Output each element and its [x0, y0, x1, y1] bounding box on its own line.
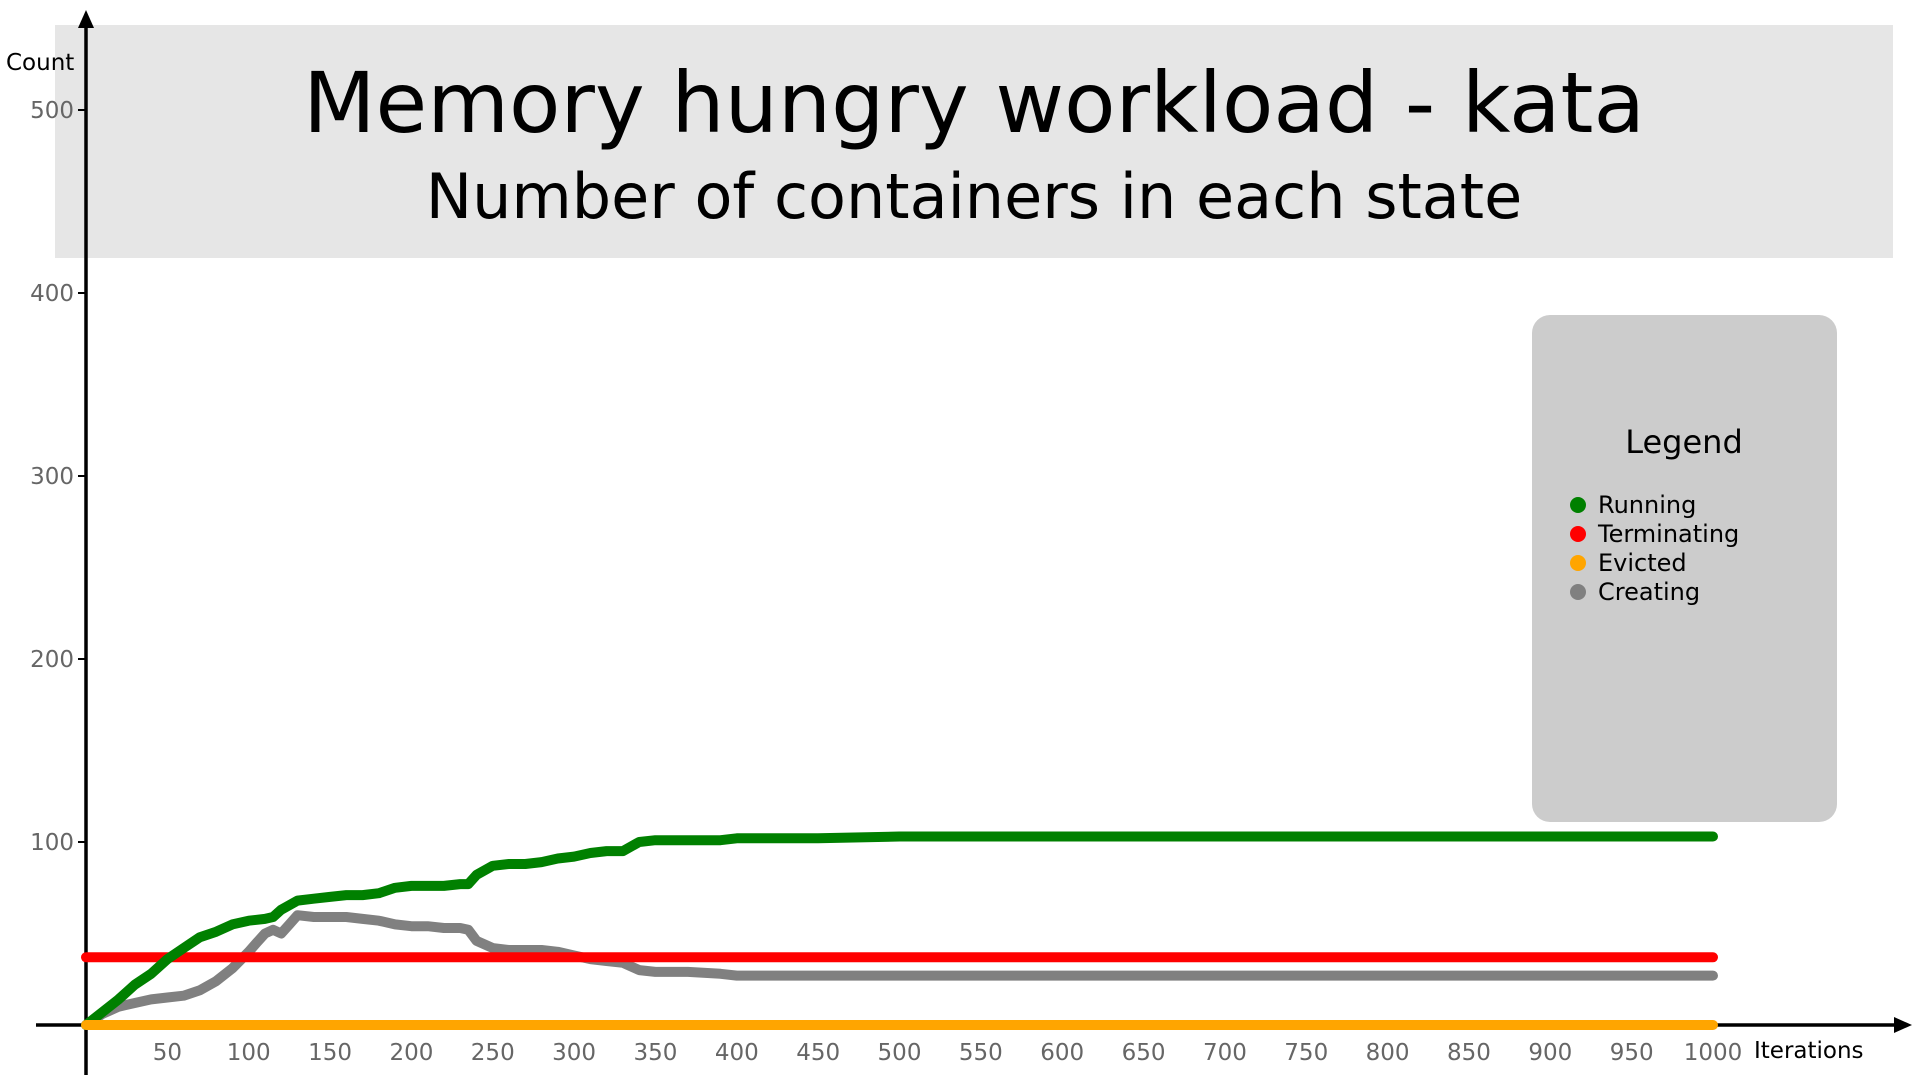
legend-title: Legend	[1625, 423, 1743, 461]
x-tick-label: 450	[796, 1040, 840, 1066]
x-tick-label: 1000	[1684, 1040, 1743, 1066]
x-tick-label: 750	[1284, 1040, 1328, 1066]
series-line-running	[81, 831, 1718, 1030]
x-tick-label: 900	[1528, 1040, 1572, 1066]
legend-marker-terminating	[1570, 526, 1586, 542]
series-lines	[81, 831, 1718, 1030]
x-tick-label: 300	[552, 1040, 596, 1066]
x-axis-label: Iterations	[1754, 1038, 1864, 1064]
x-tick-label: 200	[389, 1040, 433, 1066]
y-axis	[78, 10, 94, 1075]
x-tick-label: 100	[227, 1040, 271, 1066]
legend-label-creating: Creating	[1598, 578, 1700, 606]
x-tick-label: 400	[715, 1040, 759, 1066]
x-tick-label: 800	[1366, 1040, 1410, 1066]
y-tick-label: 400	[30, 281, 74, 307]
legend-marker-running	[1570, 497, 1586, 513]
y-tick-label: 200	[30, 647, 74, 673]
x-tick-label: 350	[633, 1040, 677, 1066]
y-tick-label: 500	[30, 98, 74, 124]
y-tick-label: 300	[30, 464, 74, 490]
x-tick-label: 50	[153, 1040, 182, 1066]
legend-label-running: Running	[1598, 491, 1696, 519]
legend-marker-creating	[1570, 584, 1586, 600]
x-tick-label: 150	[308, 1040, 352, 1066]
chart-subtitle: Number of containers in each state	[426, 160, 1523, 233]
y-axis-arrow-icon	[78, 10, 94, 28]
x-tick-label: 700	[1203, 1040, 1247, 1066]
series-line-creating	[81, 910, 1718, 1030]
x-tick-label: 550	[959, 1040, 1003, 1066]
x-tick-labels: 50 100 150 200 250 300 350 400 450 500 550 600 650 70…	[153, 1040, 1743, 1066]
title-banner	[55, 25, 1893, 258]
legend-marker-evicted	[1570, 555, 1586, 571]
legend-label-terminating: Terminating	[1597, 520, 1739, 548]
x-tick-label: 650	[1122, 1040, 1166, 1066]
y-tick-labels: 100 200 300 400 500	[30, 98, 86, 856]
x-axis-arrow-icon	[1894, 1017, 1912, 1033]
y-axis-label: Count	[6, 50, 74, 76]
x-tick-label: 250	[471, 1040, 515, 1066]
x-tick-label: 950	[1610, 1040, 1654, 1066]
x-tick-label: 500	[878, 1040, 922, 1066]
legend-label-evicted: Evicted	[1598, 549, 1687, 577]
legend-box	[1532, 315, 1837, 822]
x-tick-label: 600	[1040, 1040, 1084, 1066]
chart-title: Memory hungry workload - kata	[303, 54, 1645, 152]
x-tick-label: 850	[1447, 1040, 1491, 1066]
y-tick-label: 100	[30, 830, 74, 856]
